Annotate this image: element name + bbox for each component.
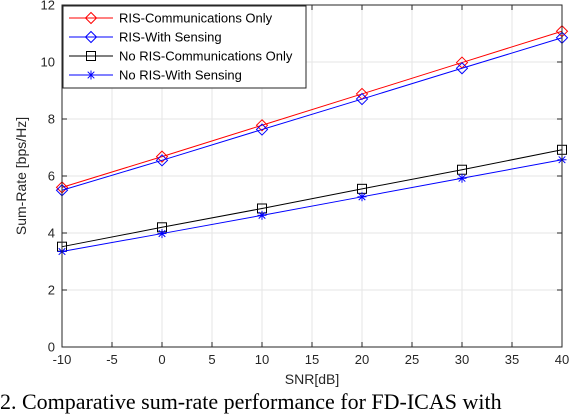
x-tick-label: 25 [405, 352, 419, 367]
asterisk-stroke [258, 211, 266, 219]
x-tick-label: 30 [455, 352, 469, 367]
series-line [61, 30, 563, 188]
legend-entry: RIS-Communications Only [69, 11, 273, 26]
legend-entry: No RIS-With Sensing [69, 68, 242, 83]
data-point [357, 192, 367, 202]
legend-label: No RIS-Communications Only [119, 49, 293, 64]
legend-entry: RIS-With Sensing [69, 30, 222, 45]
series-line [61, 149, 563, 248]
legend-label: RIS-Communications Only [119, 11, 273, 26]
data-point [255, 123, 269, 136]
legend-marker [86, 51, 96, 61]
data-point [157, 229, 167, 239]
series-4 [57, 155, 567, 257]
series-line [61, 159, 563, 253]
x-tick-label: 15 [305, 352, 319, 367]
y-axis-label: Sum-Rate [bps/Hz] [13, 117, 29, 235]
y-tick-label: 0 [48, 340, 55, 355]
x-axis-label: SNR[dB] [285, 371, 339, 387]
data-point [155, 150, 169, 163]
data-point [257, 210, 267, 220]
asterisk-stroke [158, 229, 166, 238]
x-tick-label: 5 [208, 352, 215, 367]
chart: -10 -5 0 5 10 15 20 25 30 35 40 0 2 4 6 8 10 12 SNR[dB] S… [13, 0, 570, 387]
y-tick-label: 8 [48, 112, 55, 127]
data-point [355, 92, 369, 106]
asterisk-stroke [358, 193, 366, 201]
x-tick-label: -10 [53, 352, 72, 367]
series-3 [57, 144, 567, 252]
legend-marker [84, 11, 98, 25]
asterisk-stroke [458, 174, 466, 182]
legend-label: No RIS-With Sensing [119, 68, 242, 83]
legend-box [62, 5, 307, 89]
series-layer [55, 25, 569, 257]
axis-ticks: -10 -5 0 5 10 15 20 25 30 35 40 0 2 4 6 8 10 12 [41, 0, 570, 367]
x-tick-label: 35 [505, 352, 519, 367]
figure-caption: 2. Comparative sum-rate performance for … [0, 389, 502, 414]
legend-marker [86, 70, 96, 80]
legend: RIS-Communications Only RIS-With Sensing N… [62, 5, 307, 89]
series-line [61, 37, 563, 191]
x-tick-label: 20 [355, 352, 369, 367]
data-point [255, 119, 269, 132]
y-tick-label: 6 [48, 169, 55, 184]
y-tick-label: 2 [48, 283, 55, 298]
y-tick-label: 4 [48, 226, 55, 241]
data-point [455, 62, 469, 75]
legend-entry: No RIS-Communications Only [69, 49, 293, 64]
x-tick-label: 0 [158, 352, 165, 367]
asterisk-stroke [87, 71, 95, 79]
legend-marker [84, 30, 98, 44]
data-point [155, 154, 169, 167]
data-point [457, 173, 467, 183]
x-tick-label: 40 [555, 352, 569, 367]
legend-label: RIS-With Sensing [119, 30, 222, 45]
x-tick-label: 10 [255, 352, 269, 367]
y-tick-label: 10 [41, 55, 55, 70]
y-tick-label: 12 [41, 0, 55, 13]
x-tick-label: -5 [106, 352, 118, 367]
